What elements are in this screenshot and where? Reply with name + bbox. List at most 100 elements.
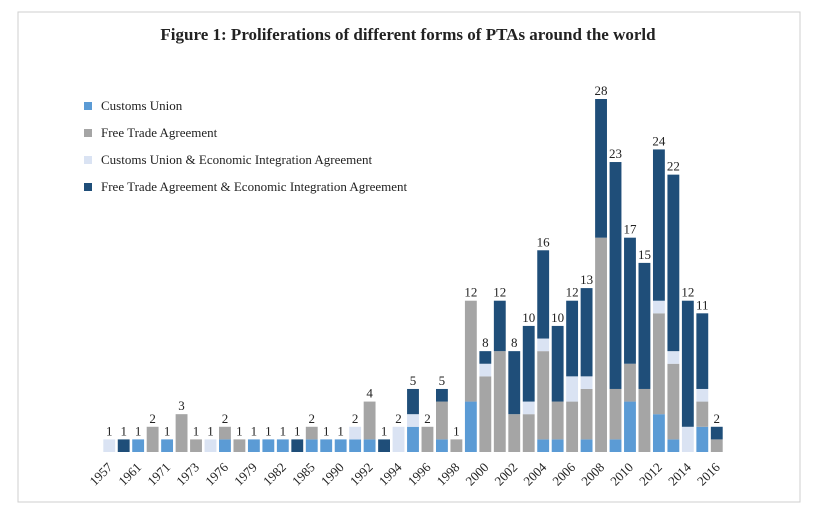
bar-segment — [493, 300, 506, 352]
total-label: 1 — [236, 423, 243, 438]
total-label: 2 — [352, 411, 359, 426]
bar-segment — [522, 414, 535, 452]
bar-segment — [580, 388, 593, 440]
bar-segment — [710, 426, 723, 440]
total-label: 8 — [511, 335, 518, 350]
total-label: 12 — [493, 285, 506, 300]
bar-segment — [276, 439, 289, 452]
bar-segment — [103, 439, 116, 452]
total-label: 2 — [395, 411, 402, 426]
total-label: 5 — [410, 373, 417, 388]
bar-segment — [638, 262, 651, 389]
bar-segment — [450, 439, 463, 452]
total-label: 1 — [120, 423, 127, 438]
bar-segment — [493, 351, 506, 452]
bar-segment — [522, 325, 535, 402]
bar-segment — [479, 376, 492, 452]
bar-segment — [349, 439, 362, 452]
total-label: 1 — [106, 423, 113, 438]
total-label: 1 — [207, 423, 214, 438]
bar-segment — [508, 351, 521, 415]
bar-segment — [580, 376, 593, 389]
bar-segment — [580, 439, 593, 452]
bar-segment — [551, 325, 564, 402]
bar-segment — [595, 237, 607, 452]
bar-segment — [508, 414, 521, 452]
bar-segment — [161, 439, 174, 452]
total-label: 1 — [323, 423, 330, 438]
bar-segment — [435, 401, 448, 440]
bar-segment — [464, 401, 477, 452]
bar-segment — [652, 414, 665, 452]
total-label: 1 — [164, 423, 171, 438]
bar-segment — [537, 439, 550, 452]
total-label: 12 — [681, 285, 694, 300]
total-label: 1 — [265, 423, 272, 438]
legend-label: Customs Union — [101, 98, 183, 113]
bar-segment — [681, 426, 694, 452]
bar-segment — [305, 426, 318, 440]
bar-segment — [609, 388, 622, 440]
bar-segment — [652, 149, 665, 301]
bar-segment — [363, 401, 376, 440]
total-label: 10 — [522, 310, 535, 325]
bar-segment — [638, 388, 651, 452]
total-label: 1 — [251, 423, 258, 438]
legend-label: Free Trade Agreement — [101, 125, 218, 140]
total-label: 5 — [439, 373, 446, 388]
bar-segment — [566, 376, 579, 402]
total-label: 12 — [566, 285, 579, 300]
bar-segment — [479, 351, 492, 364]
bar-segment — [522, 401, 535, 415]
bar-segment — [696, 401, 709, 427]
bar-segment — [435, 439, 448, 452]
bar-segment — [320, 439, 333, 452]
total-label: 4 — [366, 386, 373, 401]
bar-segment — [349, 426, 362, 440]
legend-swatch — [84, 129, 92, 137]
bar-segment — [219, 439, 231, 452]
total-label: 1 — [381, 423, 388, 438]
bar-segment — [580, 288, 593, 377]
total-label: 1 — [193, 423, 200, 438]
bar-segment — [305, 439, 318, 452]
bar-segment — [537, 338, 550, 352]
bar-segment — [175, 414, 188, 452]
bar-segment — [464, 300, 477, 402]
legend-swatch — [84, 102, 92, 110]
total-label: 12 — [464, 285, 477, 300]
legend-swatch — [84, 183, 92, 191]
bar-segment — [624, 401, 636, 452]
total-label: 1 — [135, 423, 142, 438]
bar-segment — [262, 439, 275, 452]
total-label: 24 — [652, 133, 666, 148]
total-label: 23 — [609, 146, 622, 161]
total-label: 1 — [294, 423, 301, 438]
bar-segment — [219, 426, 231, 440]
total-label: 28 — [595, 83, 608, 98]
bar-segment — [667, 363, 680, 440]
bar-segment — [363, 439, 376, 452]
bar-segment — [435, 388, 448, 402]
bar-segment — [710, 439, 723, 452]
chart-title: Figure 1: Proliferations of different fo… — [160, 25, 656, 44]
total-label: 1 — [453, 423, 460, 438]
bar-segment — [696, 388, 709, 402]
bar-segment — [551, 439, 564, 452]
bar-segment — [566, 300, 579, 377]
bar-segment — [407, 426, 419, 452]
bar-segment — [233, 439, 246, 452]
bar-segment — [392, 426, 405, 452]
bar-segment — [667, 439, 680, 452]
total-label: 10 — [551, 310, 564, 325]
bar-segment — [479, 363, 492, 377]
bar-segment — [407, 388, 419, 415]
total-label: 2 — [714, 411, 721, 426]
bar-segment — [696, 426, 709, 452]
total-label: 2 — [424, 411, 431, 426]
bar-segment — [652, 313, 665, 415]
total-label: 16 — [537, 234, 551, 249]
total-label: 2 — [222, 411, 229, 426]
total-label: 1 — [337, 423, 344, 438]
